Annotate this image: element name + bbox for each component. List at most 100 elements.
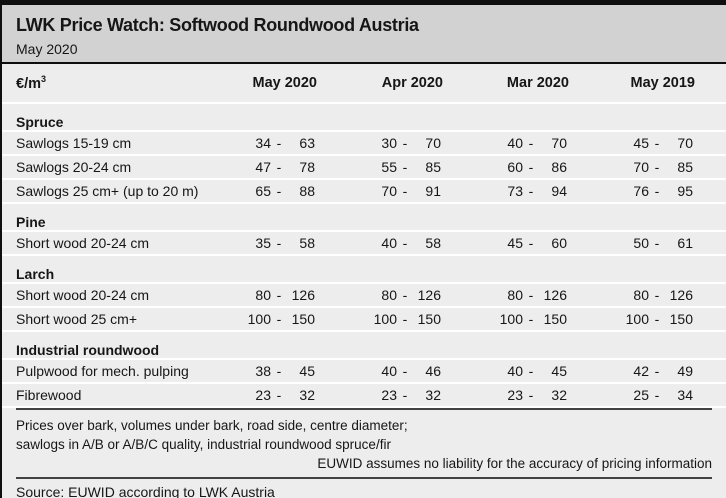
price-dash: - — [528, 287, 534, 303]
price-dash: - — [276, 135, 282, 151]
price-high: 45 — [299, 363, 315, 379]
column-header-may-2020: May 2020 — [252, 75, 318, 91]
price-cell: 35- 58 — [197, 235, 323, 251]
price-low: 23 — [255, 387, 271, 403]
price-cell: 80-126 — [449, 287, 575, 303]
price-dash: - — [276, 159, 282, 175]
price-high: 150 — [543, 311, 567, 327]
price-cell: 42- 49 — [575, 363, 701, 379]
price-high: 95 — [677, 183, 693, 199]
notes-divider — [16, 408, 712, 410]
price-low: 70 — [633, 159, 649, 175]
price-low: 38 — [255, 363, 271, 379]
price-low: 23 — [381, 387, 397, 403]
row-label: Fibrewood — [16, 387, 82, 403]
price-dash: - — [402, 387, 408, 403]
section-header-row: Industrial roundwood — [2, 332, 726, 360]
price-cell: 40- 46 — [323, 363, 449, 379]
price-dash: - — [654, 363, 660, 379]
price-high: 32 — [425, 387, 441, 403]
price-dash: - — [528, 387, 534, 403]
price-low: 80 — [255, 287, 271, 303]
price-low: 40 — [507, 135, 523, 151]
price-dash: - — [402, 287, 408, 303]
title-bar: LWK Price Watch: Softwood Roundwood Aust… — [2, 5, 726, 62]
price-cell: 40- 58 — [323, 235, 449, 251]
price-cell: 50- 61 — [575, 235, 701, 251]
price-high: 49 — [677, 363, 693, 379]
price-cell: 23- 32 — [449, 387, 575, 403]
price-dash: - — [276, 311, 282, 327]
price-dash: - — [276, 387, 282, 403]
price-low: 47 — [255, 159, 271, 175]
price-cell: 34- 63 — [197, 135, 323, 151]
price-high: 126 — [417, 287, 441, 303]
price-table: €/m3 May 2020 Apr 2020 Mar 2020 May 2019… — [2, 64, 726, 498]
price-table-body: Spruce Sawlogs 15-19 cm 34-63 30-70 40-70 45-… — [2, 104, 726, 408]
price-high: 126 — [543, 287, 567, 303]
row-label: Short wood 25 cm+ — [16, 311, 138, 327]
price-high: 60 — [551, 235, 567, 251]
page-title: LWK Price Watch: Softwood Roundwood Aust… — [16, 15, 419, 35]
disclaimer-text: EUWID assumes no liability for the accur… — [317, 456, 712, 471]
column-header-apr-2020: Apr 2020 — [381, 75, 443, 91]
price-dash: - — [528, 135, 534, 151]
price-row: Sawlogs 20-24 cm 47-78 55-85 60-86 70-85 — [2, 156, 726, 180]
price-high: 70 — [677, 135, 693, 151]
price-cell: 80-126 — [197, 287, 323, 303]
price-dash: - — [528, 183, 534, 199]
price-cell: 47- 78 — [197, 159, 323, 175]
column-header-mar-2020: Mar 2020 — [506, 75, 569, 91]
price-high: 34 — [677, 387, 693, 403]
price-low: 40 — [381, 363, 397, 379]
price-high: 126 — [291, 287, 315, 303]
price-cell: 30- 70 — [323, 135, 449, 151]
price-low: 45 — [633, 135, 649, 151]
price-low: 42 — [633, 363, 649, 379]
price-cell: 25- 34 — [575, 387, 701, 403]
price-dash: - — [654, 287, 660, 303]
source-divider — [16, 477, 712, 479]
price-dash: - — [402, 311, 408, 327]
price-cell: 23- 32 — [323, 387, 449, 403]
price-low: 100 — [247, 311, 271, 327]
price-cell: 38- 45 — [197, 363, 323, 379]
price-high: 78 — [299, 159, 315, 175]
price-low: 30 — [381, 135, 397, 151]
price-low: 45 — [507, 235, 523, 251]
price-row: Short wood 20-24 cm 35-58 40-58 45-60 50-61 — [2, 232, 726, 256]
price-cell: 80-126 — [323, 287, 449, 303]
price-low: 55 — [381, 159, 397, 175]
price-row: Pulpwood for mech. pulping 38-45 40-46 40-4… — [2, 360, 726, 384]
price-high: 63 — [299, 135, 315, 151]
price-high: 61 — [677, 235, 693, 251]
row-label: Sawlogs 15-19 cm — [16, 135, 132, 151]
price-high: 85 — [677, 159, 693, 175]
price-low: 50 — [633, 235, 649, 251]
price-row: Short wood 20-24 cm 80-126 80-126 80-126 80-… — [2, 284, 726, 308]
price-dash: - — [528, 363, 534, 379]
price-high: 150 — [669, 311, 693, 327]
price-high: 85 — [425, 159, 441, 175]
price-cell: 70- 91 — [323, 183, 449, 199]
price-low: 100 — [625, 311, 649, 327]
price-dash: - — [276, 183, 282, 199]
price-high: 86 — [551, 159, 567, 175]
price-dash: - — [654, 235, 660, 251]
price-row: Fibrewood 23-32 23-32 23-32 25-34 — [2, 384, 726, 408]
price-cell: 45- 70 — [575, 135, 701, 151]
price-low: 100 — [373, 311, 397, 327]
price-low: 100 — [499, 311, 523, 327]
price-low: 70 — [381, 183, 397, 199]
footnotes: Prices over bark, volumes under bark, ro… — [2, 410, 726, 477]
price-low: 40 — [381, 235, 397, 251]
price-cell: 100-150 — [197, 311, 323, 327]
price-cell: 65- 88 — [197, 183, 323, 199]
column-header-may-2019: May 2019 — [630, 75, 696, 91]
price-dash: - — [528, 235, 534, 251]
unit-label: €/m — [16, 75, 41, 92]
price-dash: - — [654, 183, 660, 199]
price-dash: - — [402, 159, 408, 175]
price-low: 34 — [255, 135, 271, 151]
